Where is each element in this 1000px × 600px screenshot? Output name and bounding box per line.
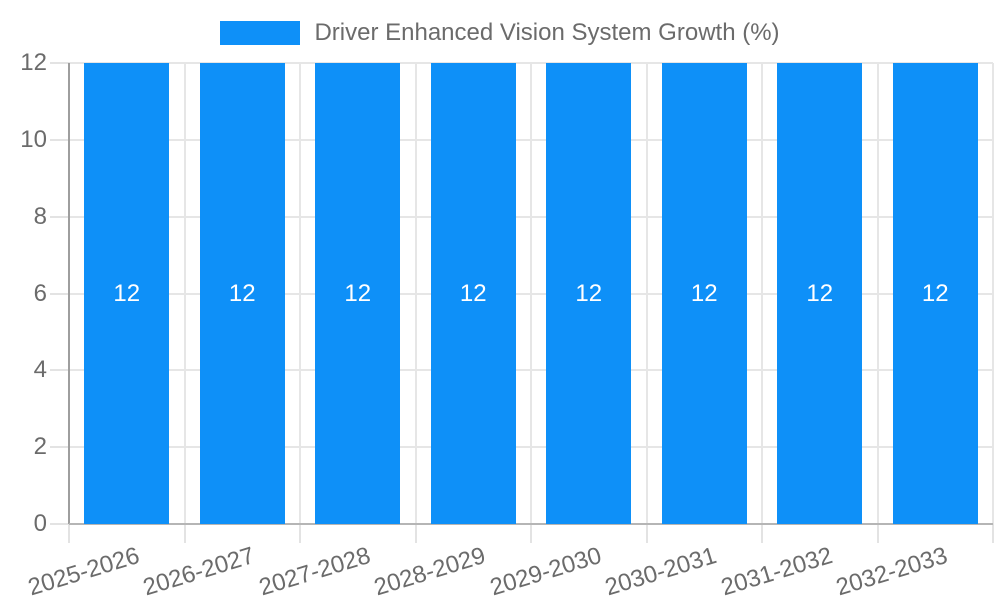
x-tick-0 — [68, 524, 70, 543]
y-axis-line — [68, 63, 70, 524]
gridline-x-8 — [992, 63, 994, 524]
gridline-x-3 — [414, 63, 417, 524]
gridline-x-5 — [645, 63, 648, 524]
x-tick-2 — [299, 524, 301, 543]
bar-value-label: 12 — [113, 279, 141, 307]
x-tick-4 — [530, 524, 532, 543]
bar-value-label: 12 — [921, 279, 949, 307]
legend-label: Driver Enhanced Vision System Growth (%) — [314, 19, 780, 46]
y-axis-label-0: 0 — [33, 510, 47, 537]
bar-2026-2027[interactable]: 12 — [199, 63, 285, 524]
bar-value-label: 12 — [690, 279, 718, 307]
x-tick-1 — [183, 524, 186, 543]
gridline-x-1 — [183, 63, 186, 524]
bar-2025-2026[interactable]: 12 — [84, 63, 170, 524]
x-tick-3 — [414, 524, 417, 543]
y-axis-label-2: 2 — [33, 433, 47, 461]
bar-2032-2033[interactable]: 12 — [892, 63, 978, 524]
legend-swatch — [220, 21, 301, 45]
bar-value-label: 12 — [575, 279, 603, 307]
bar-2027-2028[interactable]: 12 — [315, 63, 401, 524]
gridline-x-2 — [299, 63, 301, 524]
gridline-x-4 — [530, 63, 532, 524]
gridline-x-6 — [761, 63, 763, 524]
bar-2029-2030[interactable]: 12 — [546, 63, 632, 524]
x-axis-line — [69, 523, 993, 525]
y-axis-label-12: 12 — [20, 49, 47, 76]
bar-value-label: 12 — [344, 279, 372, 307]
y-tick-8 — [50, 215, 69, 218]
bar-value-label: 12 — [806, 279, 834, 307]
x-tick-6 — [761, 524, 763, 543]
gridline-x-7 — [876, 63, 879, 524]
y-axis-label-10: 10 — [20, 125, 47, 153]
y-axis-label-6: 6 — [33, 279, 47, 307]
bar-2028-2029[interactable]: 12 — [430, 63, 516, 524]
y-axis-label-8: 8 — [33, 202, 47, 230]
y-tick-0 — [50, 523, 69, 525]
bar-2031-2032[interactable]: 12 — [777, 63, 863, 524]
x-tick-8 — [992, 524, 994, 543]
y-tick-4 — [50, 369, 69, 372]
bar-value-label: 12 — [228, 279, 256, 307]
y-tick-6 — [50, 292, 69, 295]
legend-item[interactable]: Driver Enhanced Vision System Growth (%) — [0, 19, 1000, 47]
y-axis-label-4: 4 — [33, 356, 47, 384]
x-tick-7 — [876, 524, 879, 543]
y-tick-12 — [50, 62, 69, 64]
y-tick-2 — [50, 446, 69, 449]
x-tick-5 — [645, 524, 648, 543]
bar-2030-2031[interactable]: 12 — [661, 63, 747, 524]
bar-value-label: 12 — [459, 279, 487, 307]
y-tick-10 — [50, 138, 69, 141]
